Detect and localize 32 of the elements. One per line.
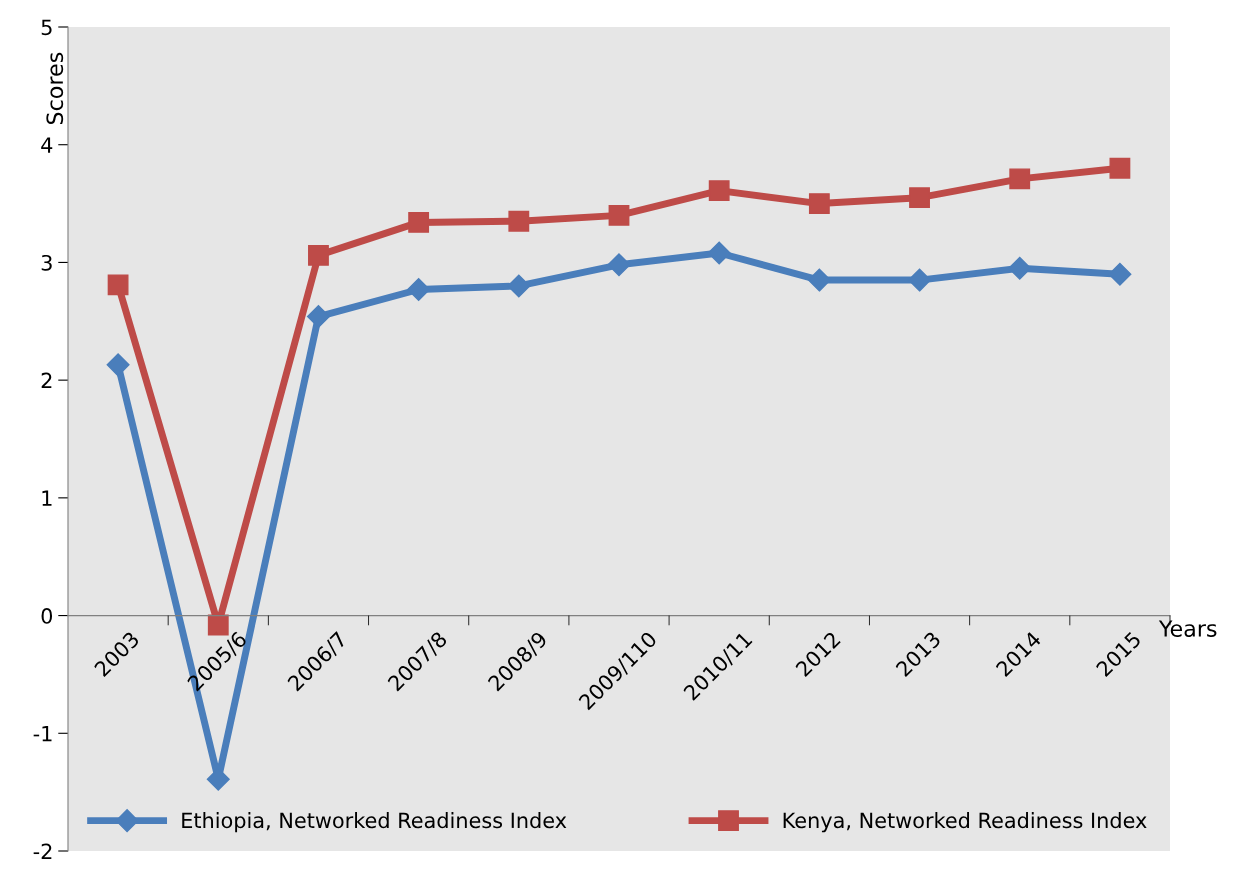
y-tick-label: -2 [33,843,52,859]
point [106,353,130,377]
point [1108,262,1132,286]
point [608,204,630,226]
legend-label: Ethiopia, Networked Readiness Index [182,812,567,833]
point [607,253,631,277]
point [1009,168,1031,190]
y-tick-label: 0 [41,608,53,624]
point [808,193,830,214]
point [807,268,831,292]
point [508,210,530,232]
legend-label: Kenya, Networked Readiness Index [783,812,1147,833]
y-tick-label: -1 [33,726,52,742]
point [707,241,731,265]
y-tick-label: 1 [42,490,52,506]
y-tick-label: 4 [41,137,53,153]
point [1109,157,1131,179]
point [708,180,730,202]
y-axis-title: Scores [46,52,64,125]
point [408,211,430,233]
point [107,274,129,296]
point [908,268,932,292]
x-axis-title: Years [1158,620,1217,637]
y-tick-label: 3 [41,254,52,271]
point [308,244,329,266]
point [507,274,531,298]
point [306,305,330,329]
point [407,278,431,302]
y-tick-label: 5 [41,19,52,36]
point [1008,256,1032,280]
point [909,187,930,209]
y-tick-label: 2 [41,372,52,389]
